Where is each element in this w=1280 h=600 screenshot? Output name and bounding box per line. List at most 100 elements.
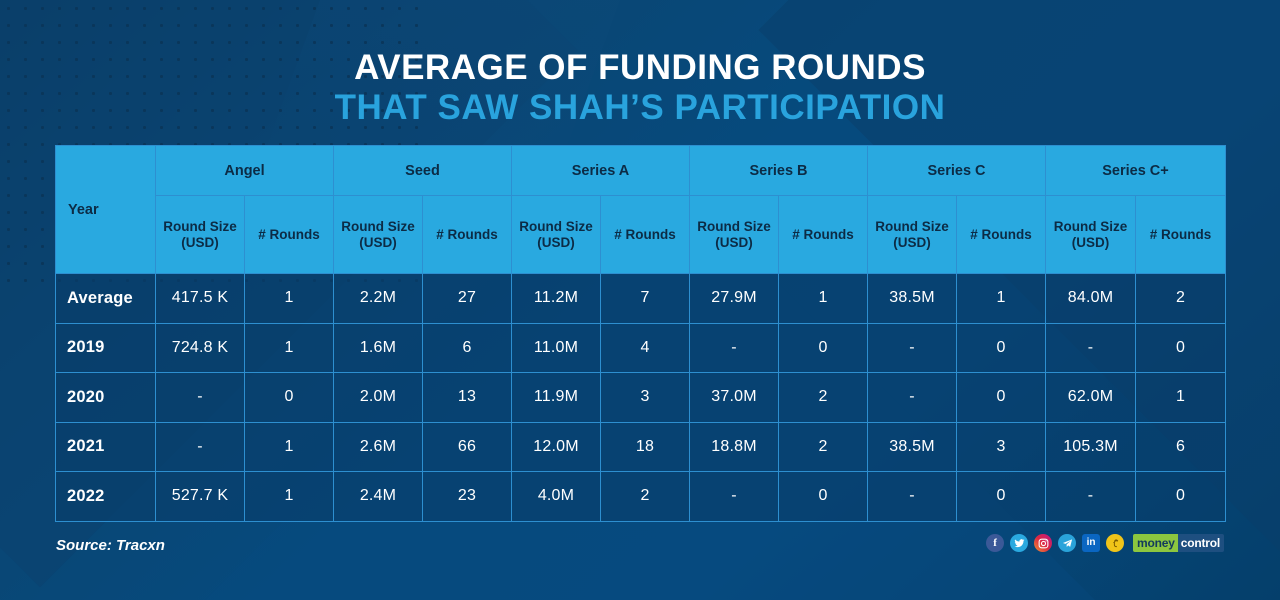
row-label: 2021 [55, 421, 156, 472]
cell: 18 [600, 421, 690, 472]
row-label: 2019 [55, 322, 156, 373]
header-seed-round-size: Round Size (USD) [333, 195, 423, 274]
cell: 4 [600, 322, 690, 373]
cell: 417.5 K [155, 273, 245, 324]
cell: 37.0M [689, 372, 779, 423]
cell: 3 [600, 372, 690, 423]
twitter-icon[interactable] [1010, 534, 1029, 552]
instagram-icon[interactable] [1034, 534, 1053, 552]
cell: 18.8M [689, 421, 779, 472]
header-series-c-plus-round-size: Round Size (USD) [1045, 195, 1136, 274]
cell: 1 [1135, 372, 1226, 423]
cell: 2.6M [333, 421, 423, 472]
cell: 11.9M [511, 372, 601, 423]
cell: - [867, 372, 957, 423]
cell: - [1045, 322, 1136, 373]
facebook-icon[interactable]: f [986, 534, 1005, 552]
logo-control-text: control [1177, 534, 1224, 552]
header-angel-round-size: Round Size (USD) [155, 195, 245, 274]
cell: 2.4M [333, 471, 423, 522]
cell: 27 [422, 273, 512, 324]
header-group-series-a: Series A [511, 145, 690, 196]
cell: 2 [1135, 273, 1226, 324]
page-title: AVERAGE OF FUNDING ROUNDS THAT SAW SHAH’… [0, 48, 1280, 128]
cell: 2.0M [333, 372, 423, 423]
funding-rounds-table-container: Year Angel Seed Series A Series B Series… [55, 145, 1226, 522]
table-row: 2021 - 1 2.6M 66 12.0M 18 18.8M 2 38.5M … [55, 421, 1226, 472]
row-label: 2022 [55, 471, 156, 522]
cell: - [155, 372, 245, 423]
cell: 1 [244, 322, 334, 373]
cell: 84.0M [1045, 273, 1136, 324]
row-label: Average [55, 273, 156, 324]
cell: 4.0M [511, 471, 601, 522]
table-row: Average 417.5 K 1 2.2M 27 11.2M 7 27.9M … [55, 273, 1226, 324]
cell: 2 [778, 372, 868, 423]
cell: 724.8 K [155, 322, 245, 373]
cell: - [689, 322, 779, 373]
telegram-icon[interactable] [1058, 534, 1077, 552]
cell: 1 [244, 273, 334, 324]
cell: 27.9M [689, 273, 779, 324]
header-series-c-num-rounds: # Rounds [956, 195, 1046, 274]
header-angel-num-rounds: # Rounds [244, 195, 334, 274]
header-group-series-b: Series B [689, 145, 868, 196]
funding-rounds-table: Year Angel Seed Series A Series B Series… [55, 145, 1226, 522]
title-line-primary: AVERAGE OF FUNDING ROUNDS [354, 48, 926, 87]
header-group-angel: Angel [155, 145, 334, 196]
header-group-seed: Seed [333, 145, 512, 196]
cell: 7 [600, 273, 690, 324]
table-head: Year Angel Seed Series A Series B Series… [55, 145, 1226, 274]
cell: 23 [422, 471, 512, 522]
cell: - [689, 471, 779, 522]
source-label: Source: Tracxn [56, 537, 165, 554]
moneycontrol-logo[interactable]: money control [1133, 534, 1224, 552]
cell: 0 [778, 322, 868, 373]
cell: 0 [956, 372, 1046, 423]
table-header-group-row: Year Angel Seed Series A Series B Series… [55, 145, 1226, 274]
cell: 0 [1135, 471, 1226, 522]
cell: 1 [778, 273, 868, 324]
cell: 2 [600, 471, 690, 522]
header-series-a-round-size: Round Size (USD) [511, 195, 601, 274]
koo-icon[interactable] [1106, 534, 1125, 552]
cell: 1 [244, 471, 334, 522]
cell: - [867, 471, 957, 522]
header-group-series-c: Series C [867, 145, 1046, 196]
cell: 6 [422, 322, 512, 373]
cell: 66 [422, 421, 512, 472]
linkedin-icon[interactable]: in [1082, 534, 1101, 552]
cell: 11.2M [511, 273, 601, 324]
table-header-sub-row: Round Size (USD) # Rounds Round Size (US… [56, 195, 1226, 274]
header-series-a-num-rounds: # Rounds [600, 195, 690, 274]
header-series-b-round-size: Round Size (USD) [689, 195, 779, 274]
cell: 1 [956, 273, 1046, 324]
cell: 0 [956, 471, 1046, 522]
cell: 0 [778, 471, 868, 522]
cell: - [1045, 471, 1136, 522]
cell: 6 [1135, 421, 1226, 472]
header-series-b-num-rounds: # Rounds [778, 195, 868, 274]
row-label: 2020 [55, 372, 156, 423]
cell: 1.6M [333, 322, 423, 373]
header-seed-num-rounds: # Rounds [422, 195, 512, 274]
table-row: 2022 527.7 K 1 2.4M 23 4.0M 2 - 0 - 0 - … [55, 471, 1226, 522]
cell: 527.7 K [155, 471, 245, 522]
cell: 0 [1135, 322, 1226, 373]
table-body: Average 417.5 K 1 2.2M 27 11.2M 7 27.9M … [55, 273, 1226, 522]
cell: 2 [778, 421, 868, 472]
cell: 0 [244, 372, 334, 423]
cell: 38.5M [867, 273, 957, 324]
logo-money-text: money [1133, 534, 1178, 552]
cell: - [867, 322, 957, 373]
table-row: 2019 724.8 K 1 1.6M 6 11.0M 4 - 0 - 0 - … [55, 322, 1226, 373]
cell: 12.0M [511, 421, 601, 472]
header-group-series-c-plus: Series C+ [1045, 145, 1226, 196]
cell: 11.0M [511, 322, 601, 373]
header-year: Year [55, 145, 156, 274]
cell: 0 [956, 322, 1046, 373]
title-line-secondary: THAT SAW SHAH’S PARTICIPATION [334, 88, 946, 127]
cell: 2.2M [333, 273, 423, 324]
cell: 3 [956, 421, 1046, 472]
cell: 13 [422, 372, 512, 423]
